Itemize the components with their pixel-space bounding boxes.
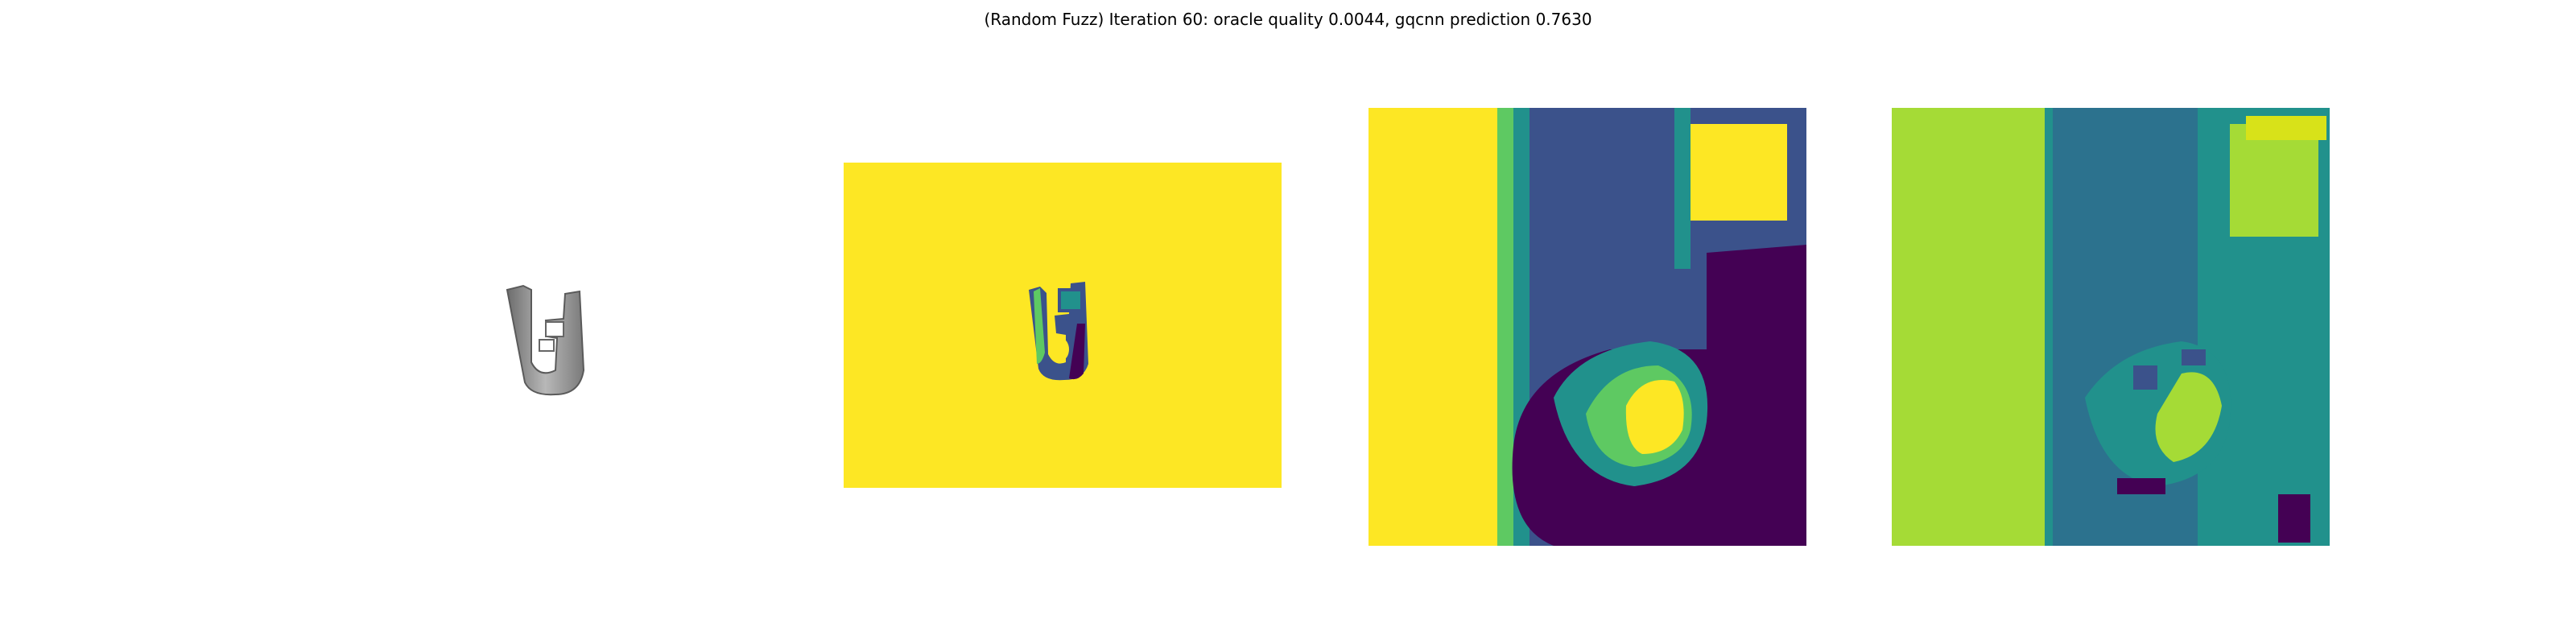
fuzzed-crop-panel (1892, 108, 2330, 546)
depth-image-panel (844, 163, 1282, 488)
fuzzed-crop-image (1892, 108, 2330, 546)
depth-crop-panel (1368, 108, 1806, 546)
depth-crop-image (1368, 108, 1806, 546)
object-render-image (506, 284, 585, 396)
object-render-panel (419, 242, 628, 451)
depth-image (844, 163, 1282, 488)
figure-title: (Random Fuzz) Iteration 60: oracle quali… (984, 10, 1592, 29)
